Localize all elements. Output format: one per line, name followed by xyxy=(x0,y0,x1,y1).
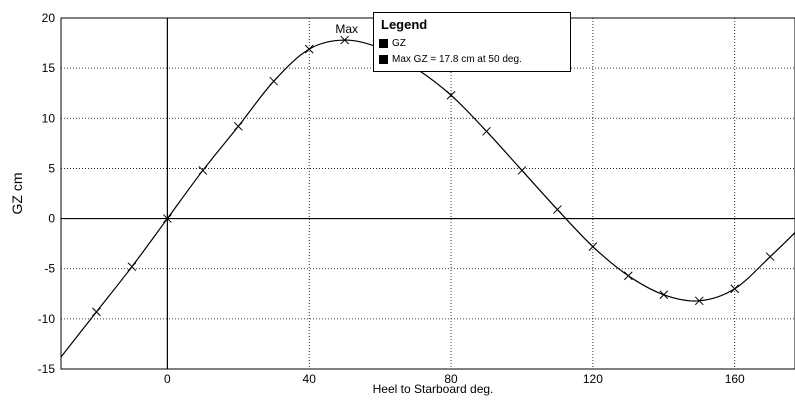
gz-data-point xyxy=(765,252,775,262)
y-tick-label: 0 xyxy=(48,212,55,226)
gz-data-point xyxy=(588,242,598,252)
gz-marker-stroke xyxy=(198,166,208,175)
x-tick-label: 160 xyxy=(725,372,745,386)
gz-marker-stroke xyxy=(304,44,314,54)
gz-marker-stroke xyxy=(446,90,456,100)
y-axis-label: GZ cm xyxy=(9,173,25,215)
x-tick-label: 40 xyxy=(303,372,317,386)
x-tick-label: 0 xyxy=(164,372,171,386)
gz-data-point xyxy=(127,262,137,272)
gz-marker-stroke xyxy=(553,205,562,214)
legend-label-max-gz: Max GZ = 17.8 cm at 50 deg. xyxy=(392,54,522,65)
gz-data-point xyxy=(482,126,491,136)
y-tick-label: 15 xyxy=(42,61,56,75)
y-tick-label: 20 xyxy=(42,11,56,25)
legend: Legend GZ Max GZ = 17.8 cm at 50 deg. xyxy=(373,12,571,72)
gz-marker-stroke xyxy=(233,121,243,131)
gz-data-point xyxy=(198,166,208,175)
legend-label-gz: GZ xyxy=(392,38,406,49)
y-tick-label: -10 xyxy=(38,312,56,326)
series-gz-line xyxy=(60,39,795,358)
gz-marker-stroke xyxy=(694,296,704,306)
x-tick-label: 80 xyxy=(444,372,458,386)
gz-data-point xyxy=(730,284,740,294)
x-axis-label: Heel to Starboard deg. xyxy=(373,382,494,396)
gz-marker-stroke xyxy=(659,290,669,300)
legend-item-max-gz: Max GZ = 17.8 cm at 50 deg. xyxy=(379,54,522,65)
y-tick-label: 10 xyxy=(42,111,56,125)
x-tick-label: 120 xyxy=(583,372,603,386)
legend-swatch-gz xyxy=(379,39,388,48)
gz-data-point xyxy=(517,166,527,175)
gz-marker-stroke xyxy=(127,262,137,272)
gz-marker-stroke xyxy=(730,284,740,294)
gz-data-point xyxy=(163,214,172,223)
max-annotation: Max xyxy=(335,22,358,36)
gz-data-point xyxy=(446,90,456,100)
gz-data-point xyxy=(340,35,350,45)
gz-marker-stroke xyxy=(163,214,172,223)
y-tick-label: -15 xyxy=(38,362,56,376)
gz-data-point xyxy=(304,44,314,54)
gz-marker-stroke xyxy=(765,252,775,262)
legend-swatch-max-gz xyxy=(379,55,388,64)
legend-item-gz: GZ xyxy=(379,38,406,49)
legend-title: Legend xyxy=(381,17,428,32)
y-tick-label: 5 xyxy=(48,161,55,175)
gz-marker-stroke xyxy=(92,307,101,317)
gz-data-point xyxy=(659,290,669,300)
gz-marker-stroke xyxy=(482,126,491,136)
gz-marker-stroke xyxy=(623,271,633,281)
y-tick-label: -5 xyxy=(44,262,55,276)
gz-data-point xyxy=(623,271,633,281)
gz-data-point xyxy=(553,205,562,214)
gz-data-point xyxy=(694,296,704,306)
gz-marker-stroke xyxy=(340,35,350,45)
gz-data-point xyxy=(269,76,279,86)
gz-data-point xyxy=(233,121,243,131)
gz-data-point xyxy=(92,307,101,317)
gz-marker-stroke xyxy=(588,242,598,252)
gz-marker-stroke xyxy=(269,76,279,86)
gz-marker-stroke xyxy=(517,166,527,175)
